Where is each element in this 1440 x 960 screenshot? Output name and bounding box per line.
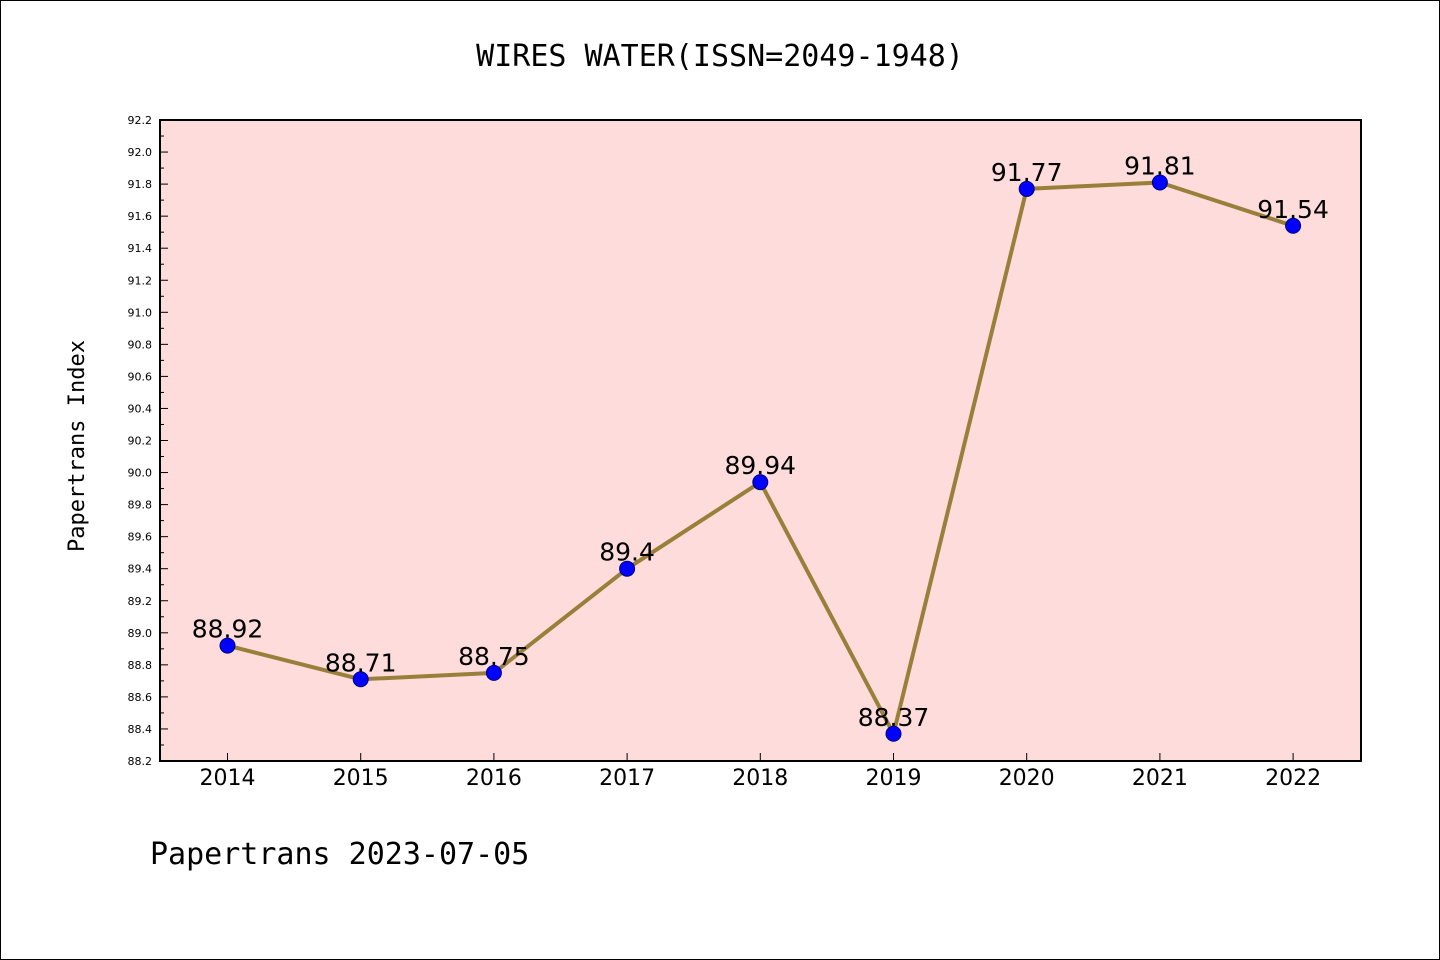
y-tick-label: 90.0	[128, 467, 153, 480]
y-tick-label: 88.2	[128, 755, 153, 768]
data-point	[1285, 217, 1302, 234]
data-label: 88.75	[458, 642, 530, 671]
data-label: 89.4	[599, 538, 655, 567]
data-point	[219, 637, 236, 654]
x-tick-label: 2017	[599, 766, 655, 791]
y-tick-label: 91.6	[128, 210, 153, 223]
data-label: 91.81	[1124, 151, 1196, 180]
y-tick-label: 91.2	[128, 274, 153, 287]
data-label: 88.37	[858, 703, 930, 732]
x-tick-label: 2014	[200, 766, 256, 791]
y-tick-label: 91.4	[128, 242, 153, 255]
data-point	[619, 560, 636, 577]
y-tick-label: 91.8	[128, 178, 153, 191]
y-tick-label: 89.6	[128, 531, 153, 544]
y-tick-label: 88.4	[128, 723, 153, 736]
y-tick-label: 88.6	[128, 691, 153, 704]
data-label: 88.71	[325, 648, 397, 677]
x-tick-label: 2018	[732, 766, 788, 791]
data-label: 88.92	[192, 615, 264, 644]
chart-title: WIRES WATER(ISSN=2049-1948)	[476, 39, 964, 74]
y-tick-label: 91.0	[128, 306, 153, 319]
y-tick-label: 90.6	[128, 370, 153, 383]
x-tick-label: 2020	[999, 766, 1055, 791]
y-tick-label: 90.4	[128, 402, 153, 415]
data-point	[485, 664, 502, 681]
y-tick-label: 89.0	[128, 627, 153, 640]
y-tick-label: 89.8	[128, 499, 153, 512]
data-label: 91.54	[1257, 195, 1329, 224]
y-tick-label: 88.8	[128, 659, 153, 672]
x-axis: 2014 2015 2016 2017 2018 2019 2020 2021 2022	[200, 753, 1321, 791]
y-tick-label: 89.4	[128, 563, 153, 576]
y-axis: 88.2 88.4 88.6 88.8 89.0 89.2 89.4 89.6 89.8 90.0…	[128, 114, 168, 768]
y-tick-label: 92.0	[128, 146, 153, 159]
x-tick-label: 2021	[1132, 766, 1188, 791]
x-tick-label: 2019	[866, 766, 922, 791]
data-label: 89.94	[725, 451, 797, 480]
data-point	[885, 725, 902, 742]
data-point	[1151, 174, 1168, 191]
x-tick-label: 2022	[1265, 766, 1321, 791]
x-tick-label: 2016	[466, 766, 522, 791]
x-tick-label: 2015	[333, 766, 389, 791]
y-tick-label: 90.2	[128, 435, 153, 448]
data-point	[752, 474, 769, 491]
data-point	[1018, 180, 1035, 197]
data-labels: 88.92 88.71 88.75 89.4 89.94 88.37 91.77 91.81 9…	[192, 151, 1329, 731]
y-tick-label: 89.2	[128, 595, 153, 608]
data-label: 91.77	[991, 158, 1063, 187]
footer-stamp: Papertrans 2023-07-05	[150, 837, 529, 872]
data-markers	[219, 174, 1302, 742]
y-tick-label: 90.8	[128, 338, 153, 351]
data-point	[352, 671, 369, 688]
y-tick-label: 92.2	[128, 114, 153, 127]
plot-area	[159, 119, 1362, 762]
y-axis-label: Papertrans Index	[65, 340, 90, 552]
